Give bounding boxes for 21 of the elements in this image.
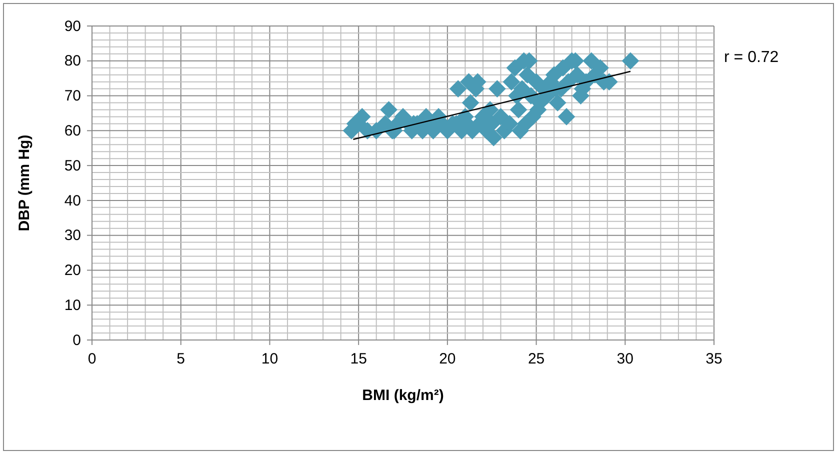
x-tick-label: 10 xyxy=(261,350,278,368)
x-tick-label: 20 xyxy=(439,350,456,368)
y-tick-label: 50 xyxy=(64,157,81,174)
x-axis-title: BMI (kg/m²) xyxy=(362,387,444,404)
y-tick-label: 0 xyxy=(72,332,81,349)
y-tick-label: 60 xyxy=(64,122,81,140)
y-tick-label: 20 xyxy=(64,262,81,280)
y-tick-label: 90 xyxy=(64,18,81,35)
text: r = 0.72 xyxy=(724,49,779,66)
x-tick-label: 0 xyxy=(88,350,96,368)
y-tick-label: 40 xyxy=(64,192,81,210)
y-axis-title: DBP (mm Hg) xyxy=(16,134,33,232)
x-tick-label: 30 xyxy=(616,350,634,368)
y-tick-label: 70 xyxy=(64,88,81,105)
x-tick-label: 5 xyxy=(176,350,186,368)
y-tick-label: 10 xyxy=(64,296,81,314)
y-tick-label: 30 xyxy=(64,227,81,244)
x-tick-label: 25 xyxy=(528,350,545,368)
y-tick-label: 80 xyxy=(64,52,81,70)
x-tick-label: 15 xyxy=(350,350,367,368)
x-tick-label: 35 xyxy=(706,350,722,368)
